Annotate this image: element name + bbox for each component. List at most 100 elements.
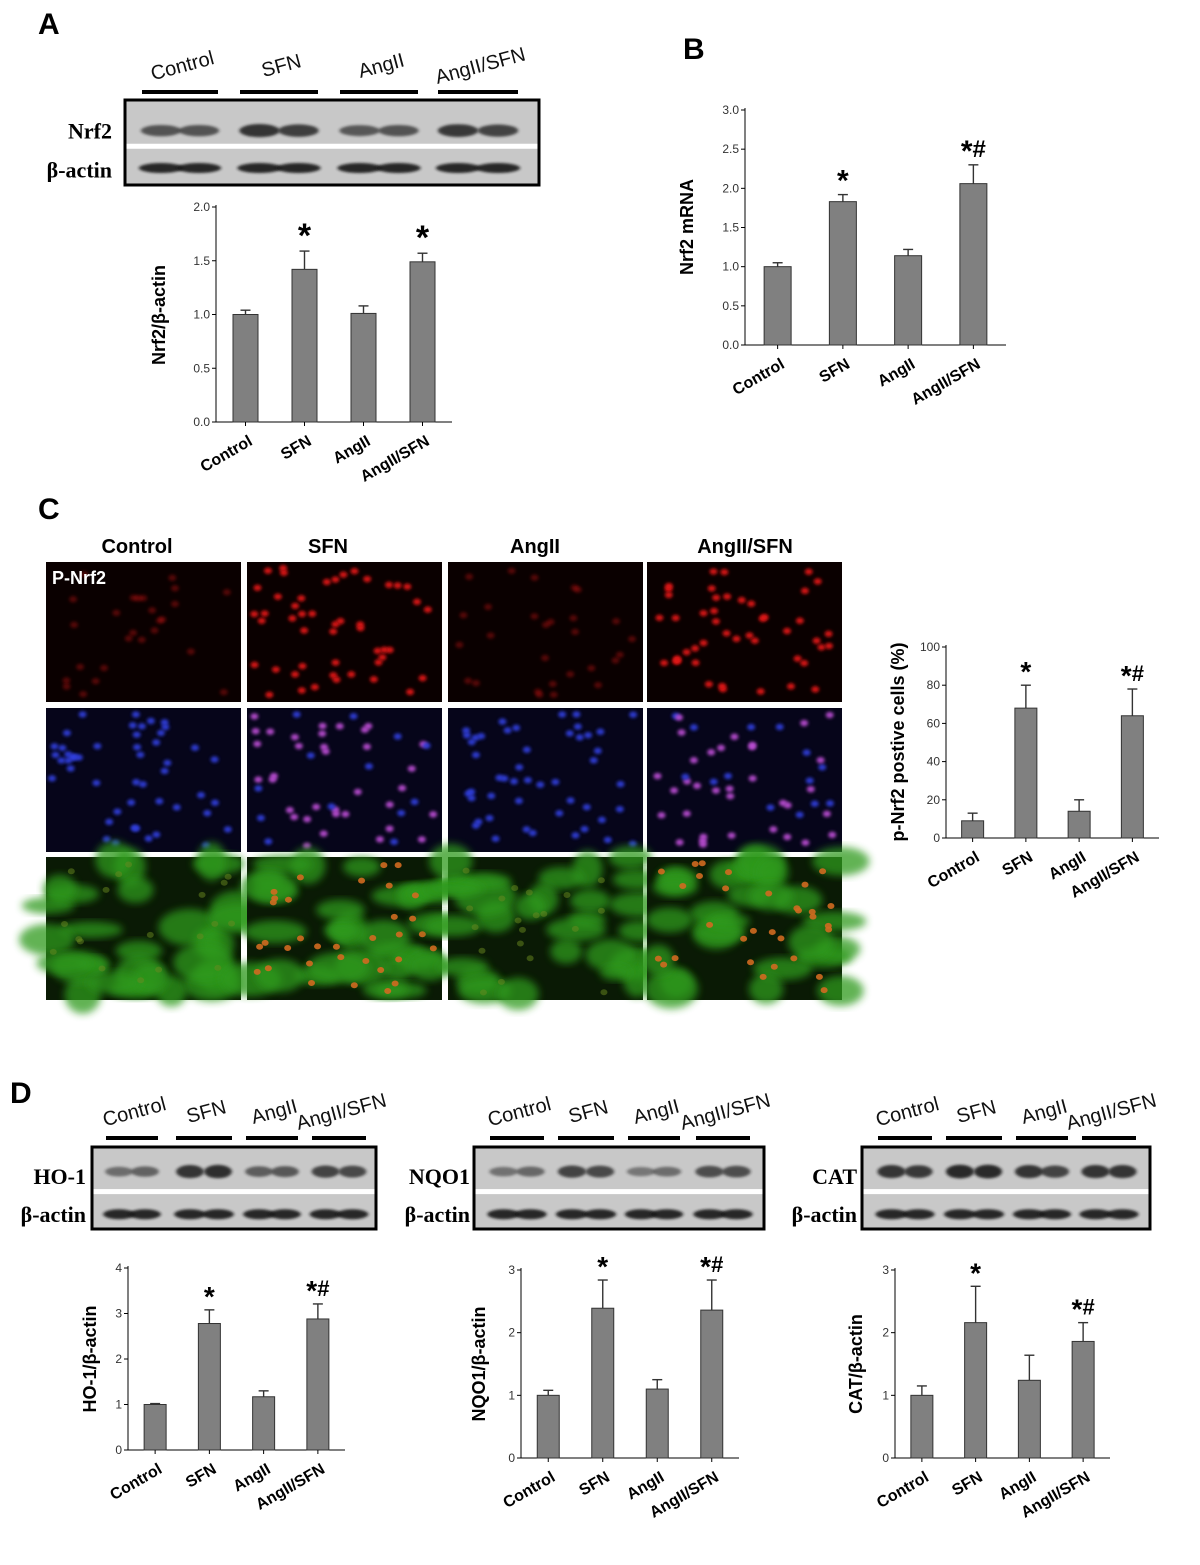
nucleus: [48, 775, 57, 782]
actin-band: [1079, 1209, 1112, 1220]
nucleus: [373, 647, 382, 655]
nucleus: [718, 682, 727, 690]
bar-sfn: [1014, 707, 1038, 839]
nucleus: [472, 679, 481, 687]
micrograph-red-angii-sfn: [647, 562, 842, 702]
bar-control: [763, 266, 792, 346]
nucleus: [146, 931, 154, 938]
nucleus: [297, 687, 306, 694]
nucleus: [587, 664, 596, 672]
nucleus: [256, 943, 264, 950]
nucleus: [597, 877, 605, 884]
nucleus: [532, 912, 540, 919]
nucleus: [770, 963, 778, 970]
lane-label-sfn: SFN: [259, 50, 303, 82]
x-category-label: Control: [198, 433, 256, 476]
panel-label-a: A: [38, 8, 60, 41]
lane-label-angii-sfn: AngII/SFN: [1064, 1090, 1159, 1135]
significance-hash: #: [1082, 1295, 1094, 1320]
actin-band: [943, 1209, 977, 1220]
nucleus: [269, 899, 277, 906]
nucleus: [681, 773, 690, 780]
cytoplasm-patch: [644, 969, 699, 1009]
cytoplasm-patch: [19, 923, 75, 956]
nucleus: [105, 818, 114, 826]
significance-star: *: [961, 135, 973, 168]
nucleus: [486, 632, 495, 639]
nucleus: [795, 811, 804, 818]
nucleus: [748, 775, 757, 782]
nucleus: [485, 814, 494, 822]
cytoplasm-patch: [788, 924, 834, 960]
nucleus: [515, 764, 524, 771]
nucleus: [76, 938, 84, 945]
nucleus: [467, 794, 476, 802]
actin-band: [1038, 1209, 1072, 1220]
nucleus: [318, 722, 327, 730]
nucleus: [818, 764, 827, 771]
nucleus: [67, 868, 75, 875]
nucleus: [518, 926, 526, 933]
blot-row-label-nrf2: Nrf2: [68, 118, 112, 143]
nucleus: [146, 717, 155, 725]
y-tick-label: 2.5: [722, 142, 739, 156]
actin-band: [650, 1209, 684, 1220]
significance-star: *: [1121, 660, 1132, 691]
nucleus: [677, 729, 686, 736]
cytoplasm-patch: [748, 973, 784, 1005]
nucleus: [628, 840, 637, 848]
nucleus: [664, 591, 673, 599]
nucleus: [250, 610, 259, 618]
nucleus: [810, 800, 819, 807]
nucleus: [768, 929, 776, 936]
y-tick-label: 2.0: [193, 200, 210, 214]
actin-band: [237, 163, 282, 173]
significance-marker-angii-sfn: *#: [1072, 1294, 1095, 1325]
significance-star: *: [306, 1275, 317, 1306]
nucleus: [318, 730, 327, 737]
cytoplasm-patch: [316, 899, 365, 921]
nucleus: [747, 959, 755, 966]
nucleus: [575, 734, 584, 741]
nucleus: [380, 862, 388, 869]
cytoplasm-patch: [43, 874, 77, 903]
actin-band: [487, 1209, 520, 1220]
nucleus: [536, 781, 545, 788]
nucleus: [670, 787, 679, 794]
nucleus: [801, 839, 810, 846]
nucleus: [707, 585, 716, 592]
nucleus: [131, 711, 140, 718]
x-category-label: AngII/SFN: [909, 356, 984, 409]
nucleus: [331, 576, 340, 583]
micrograph-green-angii: [423, 843, 672, 1011]
nucleus: [462, 727, 471, 734]
nucleus: [563, 891, 571, 898]
nucleus: [409, 915, 417, 922]
protein-band: [945, 1164, 975, 1179]
nucleus: [124, 635, 133, 642]
nucleus: [711, 787, 720, 794]
y-tick-label: 40: [927, 755, 941, 769]
cytoplasm-patch: [117, 876, 154, 903]
significance-star: *: [1072, 1294, 1083, 1325]
nucleus: [384, 581, 393, 589]
bar-control: [536, 1394, 560, 1459]
bar-angii: [252, 1396, 276, 1451]
nucleus: [464, 677, 473, 684]
nucleus: [712, 594, 721, 601]
cytoplasm-patch: [646, 907, 693, 933]
nucleus: [629, 711, 638, 718]
nucleus: [825, 711, 834, 719]
actin-band: [514, 1209, 547, 1220]
nucleus: [660, 659, 669, 667]
y-axis-label: NQO1/β-actin: [469, 1306, 489, 1421]
protein-band: [131, 1166, 159, 1177]
nucleus: [210, 756, 219, 763]
nucleus: [92, 779, 101, 787]
lane-label-angii: AngII: [1019, 1096, 1070, 1129]
nucleus: [717, 744, 726, 752]
lane-label-control: Control: [100, 1093, 168, 1131]
nucleus: [759, 973, 767, 980]
significance-marker-sfn: *: [1020, 656, 1031, 687]
